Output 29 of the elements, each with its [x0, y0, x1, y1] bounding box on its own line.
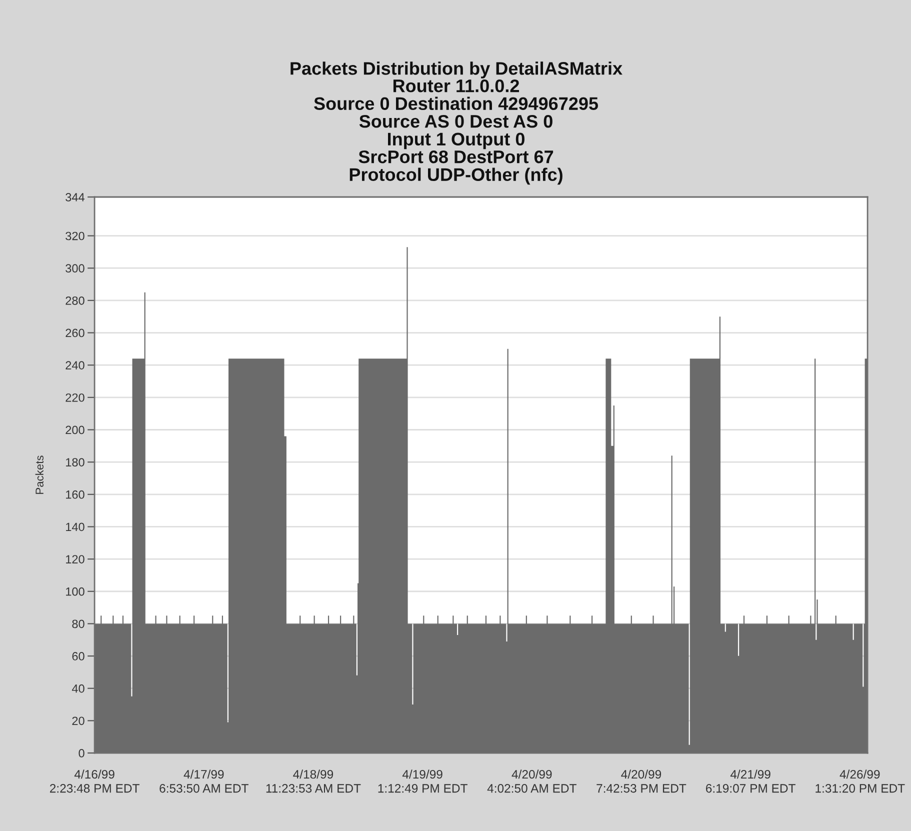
x-tick-label: 4/18/99 11:23:53 AM EDT [266, 770, 361, 793]
y-tick-label: 280 [66, 296, 84, 305]
x-tick-label: 4/20/99 7:42:53 PM EDT [596, 770, 686, 793]
chart-subtitle: Router 11.0.0.2 Source 0 Destination 4294967295 Source AS 0 Dest AS 0 Input 1 Output 0 SrcPort 68 DestPort 67 Protocol UDP-Other (nfc) [314, 79, 598, 185]
x-tick-label: 4/26/99 1:31:20 PM EDT [816, 770, 905, 793]
x-tick-label: 4/16/99 2:23:48 PM EDT [50, 770, 140, 793]
y-tick-label: 220 [66, 393, 84, 402]
y-tick-label: 344 [66, 193, 84, 202]
x-tick-label: 4/20/99 4:02:50 AM EDT [487, 770, 576, 793]
y-tick-label: 20 [72, 716, 84, 726]
y-tick-label: 240 [66, 361, 84, 370]
y-tick-label: 300 [66, 264, 84, 273]
y-tick-label: 140 [66, 522, 84, 532]
y-tick-label: 60 [72, 652, 84, 660]
y-tick-label: 100 [66, 587, 84, 596]
y-tick-label: 320 [66, 232, 84, 240]
y-axis-title: Packets [35, 456, 44, 494]
y-tick-label: 40 [72, 684, 84, 693]
y-tick-label: 180 [66, 458, 84, 466]
y-tick-label: 80 [72, 620, 84, 628]
chart-title: Packets Distribution by DetailASMatrix [290, 62, 622, 78]
y-tick-label: 200 [66, 426, 84, 434]
x-tick-label: 4/21/99 6:19:07 PM EDT [706, 770, 796, 793]
y-tick-label: 120 [66, 555, 84, 564]
x-tick-label: 4/19/99 1:12:49 PM EDT [378, 770, 468, 793]
x-tick-label: 4/17/99 6:53:50 AM EDT [160, 770, 248, 793]
y-tick-label: 0 [78, 749, 84, 758]
y-tick-label: 160 [66, 490, 84, 499]
y-tick-label: 260 [66, 328, 84, 338]
